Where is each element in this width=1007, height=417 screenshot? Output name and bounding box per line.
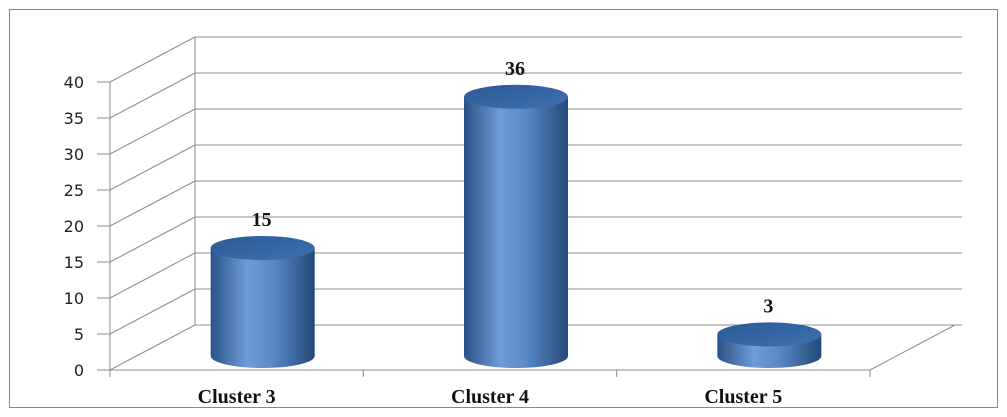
x-category-label: Cluster 3 [198,386,276,408]
y-axis-ticks: 0 5 10 15 20 25 30 35 40 [64,73,110,380]
bar-cylinder-top [464,84,568,109]
y-tick-label: 25 [64,181,84,200]
y-tick-label: 30 [64,145,84,164]
axes [109,37,956,377]
x-category-label: Cluster 5 [704,386,782,408]
y-tick-label: 10 [64,289,84,308]
gridline-diagonal [109,36,196,83]
data-label: 15 [252,209,272,231]
gridline-diagonal [109,72,196,119]
gridline-diagonal [109,144,196,191]
x-category-label: Cluster 4 [451,386,529,408]
chart-border [9,9,998,408]
bar-cylinder-body [464,96,568,369]
data-label: 36 [505,58,525,80]
data-label: 3 [763,295,773,317]
bar-cylinder-top [210,236,315,260]
gridline-diagonal [109,108,196,155]
y-tick-label: 40 [64,73,84,92]
bars [210,84,822,369]
bar-cylinder-body [210,248,315,368]
data-labels: 15 36 3 [252,58,774,318]
y-tick-label: 15 [64,253,84,272]
y-tick-label: 35 [64,109,84,128]
gridline-diagonal [109,180,196,227]
bar-cylinder-top [717,322,822,347]
y-tick-label: 5 [74,325,84,344]
gridline-diagonal [109,216,196,263]
category-labels: Cluster 3 Cluster 4 Cluster 5 [198,386,783,408]
floor-right-edge [869,324,956,371]
gridline-diagonal [109,324,196,371]
gridlines [109,36,962,371]
y-tick-label: 20 [64,217,84,236]
y-tick-label: 0 [74,361,84,380]
gridline-diagonal [109,288,196,335]
gridline-diagonal [109,252,196,299]
